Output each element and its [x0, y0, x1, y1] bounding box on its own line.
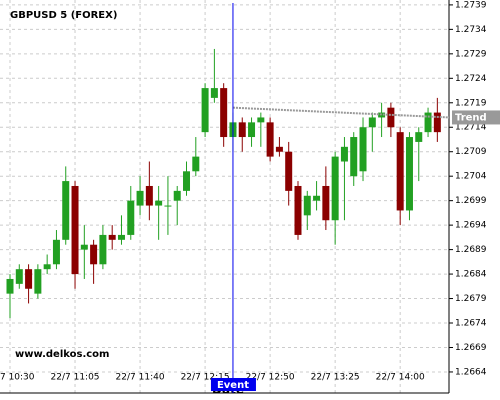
trend-label-box	[452, 110, 500, 125]
y-tick-label: 1.2729	[455, 49, 487, 59]
candle-body	[396, 132, 404, 211]
chart-title: GBPUSD 5 (FOREX)	[10, 10, 117, 21]
candle-body	[25, 269, 33, 289]
y-tick-label: 1.2714	[455, 123, 487, 133]
y-tick-label: 1.2674	[455, 319, 487, 329]
y-tick-label: 1.2669	[455, 343, 487, 353]
y-tick-label: 1.2699	[455, 196, 487, 206]
candle-body	[90, 244, 98, 265]
candle-body	[303, 195, 311, 216]
x-tick-label: 22/7 14:00	[376, 373, 425, 383]
y-tick-label: 1.2739	[455, 0, 487, 10]
x-tick-label: 22/7 11:40	[116, 373, 165, 383]
candle-body	[183, 171, 191, 191]
y-tick-label: 1.2684	[455, 270, 487, 280]
candle-body	[145, 185, 153, 206]
candle-body	[387, 107, 395, 128]
candle-body	[266, 122, 274, 157]
candle-body	[368, 117, 376, 128]
candle-body	[155, 200, 163, 206]
candle-body	[210, 88, 218, 98]
y-tick-label: 1.2689	[455, 245, 487, 255]
candle-body	[220, 88, 228, 138]
candle-body	[248, 122, 256, 138]
x-tick-label: 22/7 10:30	[0, 373, 35, 383]
y-tick-label: 1.2679	[455, 294, 487, 304]
y-tick-label: 1.2709	[455, 147, 487, 157]
candle-body	[80, 244, 88, 250]
candle-body	[415, 132, 423, 142]
candle-body	[62, 181, 70, 240]
event-label: Event	[217, 380, 249, 391]
candle-body	[285, 151, 293, 191]
candle-body	[117, 234, 125, 240]
candle-body	[257, 117, 265, 123]
candle-body	[192, 156, 200, 172]
candle-body	[164, 205, 172, 207]
candle-body	[359, 127, 367, 172]
candle-body	[6, 278, 14, 294]
candle-body	[313, 195, 321, 201]
x-tick-label: 22/7 11:05	[51, 373, 100, 383]
candle-body	[71, 185, 79, 275]
candle-body	[108, 234, 116, 240]
candle-body	[275, 146, 283, 152]
candle-body	[201, 88, 209, 133]
candle-body	[238, 122, 246, 138]
y-tick-label: 1.2724	[455, 74, 487, 84]
candle-body	[99, 234, 107, 265]
candle-body	[424, 112, 432, 133]
y-tick-label: 1.2664	[455, 367, 487, 377]
event-label-box	[210, 378, 256, 391]
y-tick-label: 1.2719	[455, 98, 487, 108]
watermark: www.delkos.com	[15, 349, 109, 360]
candle-body	[52, 239, 60, 265]
candle-body	[433, 112, 441, 133]
candle-body	[405, 137, 413, 211]
y-tick-label: 1.2734	[455, 25, 487, 35]
trend-line	[232, 106, 450, 119]
candle-body	[15, 269, 23, 284]
candle-body	[34, 269, 42, 294]
candle-body	[350, 137, 358, 177]
candle-body	[127, 200, 135, 235]
candle-body	[340, 146, 348, 162]
y-tick-label: 1.2694	[455, 221, 487, 231]
x-tick-label: 22/7 12:50	[246, 373, 295, 383]
trend-label: Trend	[455, 112, 487, 123]
candle-body	[331, 156, 339, 221]
candle-body	[43, 264, 51, 270]
candle-body	[322, 185, 330, 221]
x-tick-label: 22/7 12:15	[181, 373, 230, 383]
x-tick-label: 22/7 13:25	[311, 373, 360, 383]
candle-body	[294, 185, 302, 235]
y-tick-label: 1.2704	[455, 172, 487, 182]
candle-body	[136, 190, 144, 206]
candle-body	[173, 190, 181, 201]
